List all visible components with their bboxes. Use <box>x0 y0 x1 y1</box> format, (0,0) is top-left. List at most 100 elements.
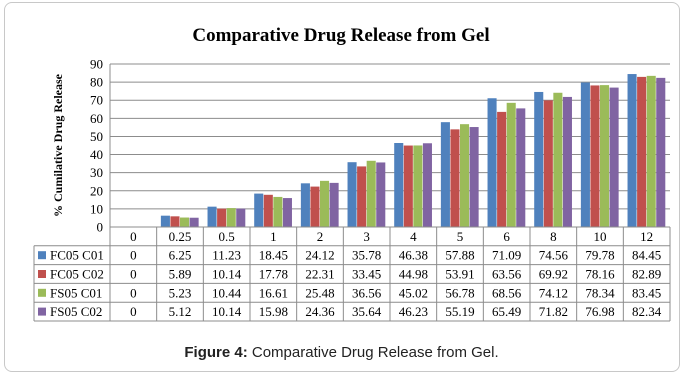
legend-swatch <box>38 251 46 260</box>
bar <box>600 85 610 228</box>
data-label: 0 <box>130 304 137 319</box>
data-label: 35.64 <box>352 304 382 319</box>
data-label: 17.78 <box>259 267 288 282</box>
bar <box>646 75 656 227</box>
bar <box>656 77 666 228</box>
bar <box>440 122 450 227</box>
data-label: 84.45 <box>632 248 661 263</box>
bar <box>506 102 516 227</box>
bar <box>562 96 572 228</box>
bar <box>217 208 227 227</box>
bar <box>516 108 526 227</box>
data-label: 68.56 <box>492 285 522 300</box>
legend-swatch <box>38 307 46 316</box>
data-label: 10.14 <box>212 304 242 319</box>
data-label: 76.98 <box>585 304 614 319</box>
bar <box>403 145 413 227</box>
bar <box>637 76 647 227</box>
bar <box>347 162 357 227</box>
x-tick-label: 4 <box>410 229 417 244</box>
data-label: 83.45 <box>632 285 661 300</box>
data-label: 18.45 <box>259 248 288 263</box>
bar <box>366 160 376 227</box>
bar <box>236 208 246 227</box>
data-label: 82.89 <box>632 267 661 282</box>
data-label: 78.34 <box>585 285 615 300</box>
data-label: 33.45 <box>352 267 381 282</box>
legend-series-name: FS05 C02 <box>50 304 102 319</box>
bar <box>254 193 264 227</box>
x-tick-label: 0.25 <box>169 229 192 244</box>
bar <box>329 182 339 227</box>
data-label: 74.56 <box>539 248 569 263</box>
bar <box>553 92 563 227</box>
data-label: 46.23 <box>399 304 428 319</box>
bar <box>320 180 330 227</box>
x-tick-label: 8 <box>550 229 557 244</box>
data-label: 57.88 <box>445 248 474 263</box>
data-label: 6.25 <box>169 248 192 263</box>
bar <box>300 183 310 227</box>
bar <box>180 217 190 227</box>
data-label: 36.56 <box>352 285 382 300</box>
legend-series-name: FC05 C01 <box>50 248 104 263</box>
chart-title: Comparative Drug Release from Gel <box>192 25 489 46</box>
data-label: 24.12 <box>305 248 334 263</box>
y-tick-label: 90 <box>90 57 103 72</box>
y-tick-label: 0 <box>97 220 104 235</box>
bar <box>450 129 460 227</box>
bar <box>160 215 170 227</box>
x-tick-label: 6 <box>503 229 510 244</box>
data-label: 5.12 <box>169 304 192 319</box>
y-axis-label: % Cumilative Drug Release <box>51 73 65 217</box>
data-label: 63.56 <box>492 267 522 282</box>
legend-swatch <box>38 270 46 278</box>
data-label: 71.82 <box>539 304 568 319</box>
bar <box>310 186 320 227</box>
data-label: 16.61 <box>259 285 288 300</box>
legend-series-name: FC05 C02 <box>50 267 104 282</box>
x-tick-label: 5 <box>457 229 464 244</box>
bar <box>263 194 273 227</box>
data-label: 0 <box>130 285 137 300</box>
data-label: 24.36 <box>305 304 335 319</box>
data-label: 82.34 <box>632 304 662 319</box>
figure-caption: Figure 4: Comparative Drug Release from … <box>0 344 683 361</box>
data-label: 11.23 <box>212 248 241 263</box>
data-label: 15.98 <box>259 304 288 319</box>
y-tick-label: 30 <box>90 165 103 180</box>
data-label: 78.16 <box>585 267 615 282</box>
x-tick-label: 0 <box>130 229 137 244</box>
y-tick-label: 10 <box>90 201 103 216</box>
data-label: 44.98 <box>399 267 428 282</box>
y-tick-label: 40 <box>90 147 103 162</box>
bar <box>376 162 386 227</box>
bar <box>413 145 423 227</box>
legend-swatch <box>38 288 46 297</box>
data-label: 56.78 <box>445 285 474 300</box>
bar <box>497 111 507 227</box>
data-label: 45.02 <box>399 285 428 300</box>
y-tick-label: 50 <box>90 129 103 144</box>
bar <box>609 87 619 227</box>
data-label: 65.49 <box>492 304 521 319</box>
legend-series-name: FS05 C01 <box>50 285 102 300</box>
x-tick-label: 2 <box>317 229 324 244</box>
bar <box>460 124 470 227</box>
bar <box>170 216 180 227</box>
bar <box>590 85 600 227</box>
data-label: 0 <box>130 248 137 263</box>
bar <box>189 217 199 227</box>
bar <box>627 74 637 227</box>
data-label: 10.44 <box>212 285 242 300</box>
x-tick-label: 10 <box>594 229 607 244</box>
figure-caption-label: Figure 4: <box>184 344 248 361</box>
data-label: 53.91 <box>445 267 474 282</box>
data-label: 5.23 <box>169 285 192 300</box>
x-tick-label: 0.5 <box>219 229 235 244</box>
data-label: 22.31 <box>305 267 334 282</box>
bar <box>273 196 283 227</box>
bar <box>394 143 404 227</box>
figure-caption-text: Comparative Drug Release from Gel. <box>247 344 499 361</box>
